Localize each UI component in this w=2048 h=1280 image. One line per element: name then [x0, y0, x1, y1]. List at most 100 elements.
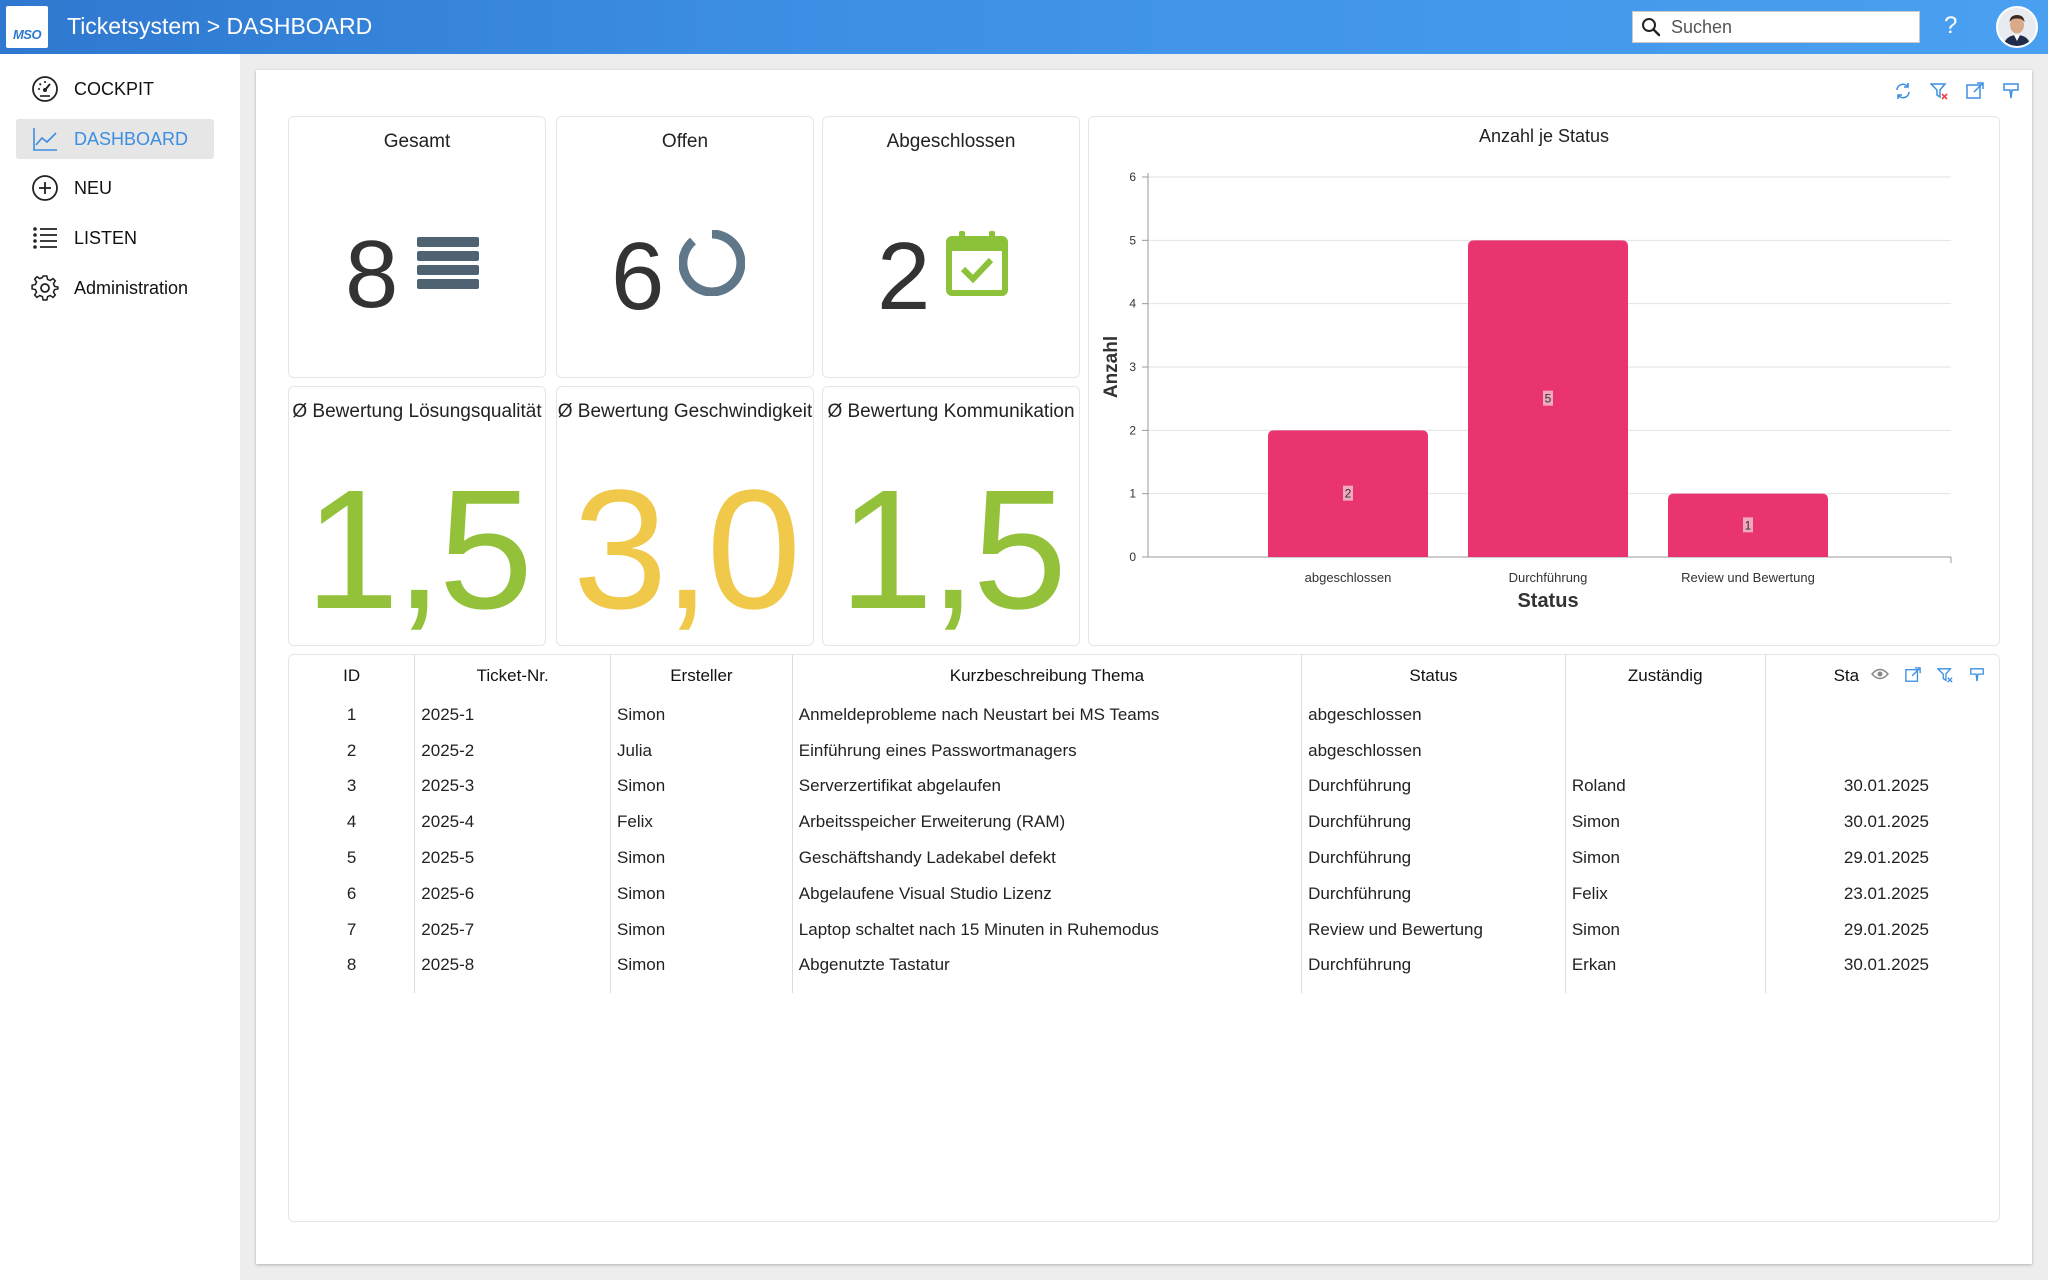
table-cell: 3 [346, 776, 357, 796]
sidebar-item-label: DASHBOARD [74, 128, 189, 149]
y-tick-label: 1 [1129, 487, 1136, 501]
panel-toolbar [1894, 82, 2020, 100]
table-cell: Roland [1564, 768, 1766, 805]
x-axis-label: Status [1517, 590, 1578, 612]
bar-label-bg [1743, 517, 1753, 533]
column-header[interactable]: Zuständig [1564, 655, 1766, 697]
pin-icon[interactable] [1969, 667, 1985, 683]
rating-card-loesungsqualitaet: Ø Bewertung Lösungsqualität 1,5 [288, 386, 546, 646]
table-row[interactable]: 8 2025-8 Simon Abgenutzte Tastatur Durchführ… [289, 947, 1999, 984]
table-cell: 2025-6 [414, 875, 611, 912]
table-cell: Einführung eines Passwortmanagers [791, 732, 1302, 769]
bar-value-label: 2 [1345, 487, 1352, 501]
table-row[interactable]: 4 2025-4 Felix Arbeitsspeicher Erweiterung … [289, 804, 1999, 841]
chart-title: Anzahl je Status [1479, 126, 1609, 146]
table-row[interactable]: 6 2025-6 Simon Abgelaufene Visual Studio Li… [289, 875, 1999, 912]
stat-value: 2 [877, 223, 931, 330]
table-row[interactable]: 1 2025-1 Simon Anmeldeprobleme nach Neustar… [289, 697, 1999, 733]
app-logo[interactable]: MSO [6, 6, 48, 48]
table-cell [1564, 697, 1766, 733]
table-cell [1564, 732, 1766, 769]
table-cell: Simon [610, 840, 793, 876]
y-tick-label: 5 [1129, 233, 1136, 247]
column-header[interactable]: Status [1301, 655, 1566, 697]
table-toolbar [1867, 667, 1985, 683]
rating-card-geschwindigkeit: Ø Bewertung Geschwindigkeit 3,0 [556, 386, 814, 646]
stat-value: 6 [611, 223, 665, 330]
table-cell: 2025-7 [414, 911, 611, 948]
table-cell: 2025-1 [414, 697, 611, 733]
export-icon[interactable] [1966, 82, 1984, 100]
table-cell: 29.01.2025 [1764, 911, 1999, 948]
table-cell: Geschäftshandy Ladekabel defekt [791, 840, 1302, 876]
pin-icon[interactable] [2002, 82, 2020, 100]
table-row[interactable]: 3 2025-3 Simon Serverzertifikat abgelaufen D… [289, 768, 1999, 805]
sidebar-item-dashboard[interactable]: DASHBOARD [16, 119, 214, 159]
x-tick-label: Review und Bewertung [1681, 570, 1815, 585]
table-filler-cell [1301, 983, 1566, 994]
filter-clear-icon[interactable] [1930, 82, 1948, 100]
x-tick-label: abgeschlossen [1305, 570, 1392, 585]
search-box[interactable] [1632, 11, 1920, 43]
rating-value: 1,5 [838, 455, 1067, 645]
eye-icon[interactable] [1871, 667, 1889, 681]
table-cell: Julia [610, 732, 793, 769]
y-axis-label: Anzahl [1101, 336, 1122, 398]
search-input[interactable] [1671, 16, 1901, 38]
table-cell: Simon [1564, 911, 1766, 948]
status-bar-chart: Anzahl je Status 0 1 2 3 4 5 6 2 abgeschlossen 5 Du… [1101, 126, 1952, 612]
bar-value-label: 5 [1545, 392, 1552, 406]
card-title: Abgeschlossen [886, 131, 1016, 152]
table-cell: Anmeldeprobleme nach Neustart bei MS Tea… [791, 697, 1302, 733]
export-icon[interactable] [1905, 667, 1921, 683]
table-row[interactable]: 7 2025-7 Simon Laptop schaltet nach 15 Minu… [289, 911, 1999, 948]
sidebar-item-label: NEU [74, 177, 113, 198]
table-cell: 23.01.2025 [1764, 875, 1999, 912]
table-cell: Felix [1564, 875, 1766, 912]
table-cell: Simon [610, 947, 793, 984]
gear-icon [30, 273, 60, 303]
table-filler-cell [1564, 983, 1766, 994]
help-button[interactable]: ? [1944, 12, 1958, 39]
logo-text: MSO [12, 27, 42, 42]
table-cell: 4 [346, 812, 357, 832]
sidebar-item-neu[interactable]: NEU [16, 168, 214, 208]
sidebar-item-administration[interactable]: Administration [16, 268, 214, 308]
table-cell: Simon [610, 697, 793, 733]
rating-value: 3,0 [572, 455, 801, 645]
table-cell: 2025-3 [414, 768, 611, 805]
table-cell: 30.01.2025 [1764, 947, 1999, 984]
column-header[interactable]: Kurzbeschreibung Thema [791, 655, 1302, 697]
table-cell: 2025-4 [414, 804, 611, 841]
sidebar-item-cockpit[interactable]: COCKPIT [16, 69, 214, 109]
table-cell: Durchführung [1301, 768, 1566, 805]
table-row[interactable]: 2 2025-2 Julia Einführung eines Passwortman… [289, 732, 1999, 769]
gauge-icon [30, 74, 60, 104]
table-row[interactable]: 5 2025-5 Simon Geschäftshandy Ladekabel def… [289, 840, 1999, 876]
refresh-icon[interactable] [1894, 82, 1912, 100]
y-tick-label: 2 [1129, 423, 1136, 437]
table-filler-cell [289, 983, 415, 993]
table-cell: Laptop schaltet nach 15 Minuten in Ruhem… [791, 911, 1302, 948]
column-header[interactable]: ID [343, 666, 361, 685]
column-header[interactable]: Ticket-Nr. [414, 655, 611, 697]
table-cell: 2025-8 [414, 947, 611, 984]
column-header[interactable]: Ersteller [610, 655, 793, 697]
table-cell: 30.01.2025 [1764, 768, 1999, 805]
filter-clear-icon[interactable] [1937, 667, 1953, 683]
stat-card-gesamt: Gesamt 8 [288, 116, 546, 378]
rating-card-kommunikation: Ø Bewertung Kommunikation 1,5 [822, 386, 1080, 646]
table-cell: Simon [1564, 840, 1766, 876]
table-cell: abgeschlossen [1301, 697, 1566, 733]
table-cell: Arbeitsspeicher Erweiterung (RAM) [791, 804, 1302, 841]
table-cell: Review und Bewertung [1301, 911, 1566, 948]
table-filler-cell [610, 983, 793, 994]
table-cell: Simon [610, 875, 793, 912]
card-title: Ø Bewertung Kommunikation [827, 401, 1075, 422]
table-header-row: ID Ticket-Nr. Ersteller Kurzbeschreibung Th… [289, 655, 1999, 697]
bar-value-label: 1 [1745, 518, 1752, 532]
table-cell: 5 [346, 848, 357, 868]
sidebar-item-listen[interactable]: LISTEN [16, 218, 214, 258]
avatar[interactable] [1996, 6, 2038, 48]
sidebar-item-label: COCKPIT [74, 78, 155, 99]
